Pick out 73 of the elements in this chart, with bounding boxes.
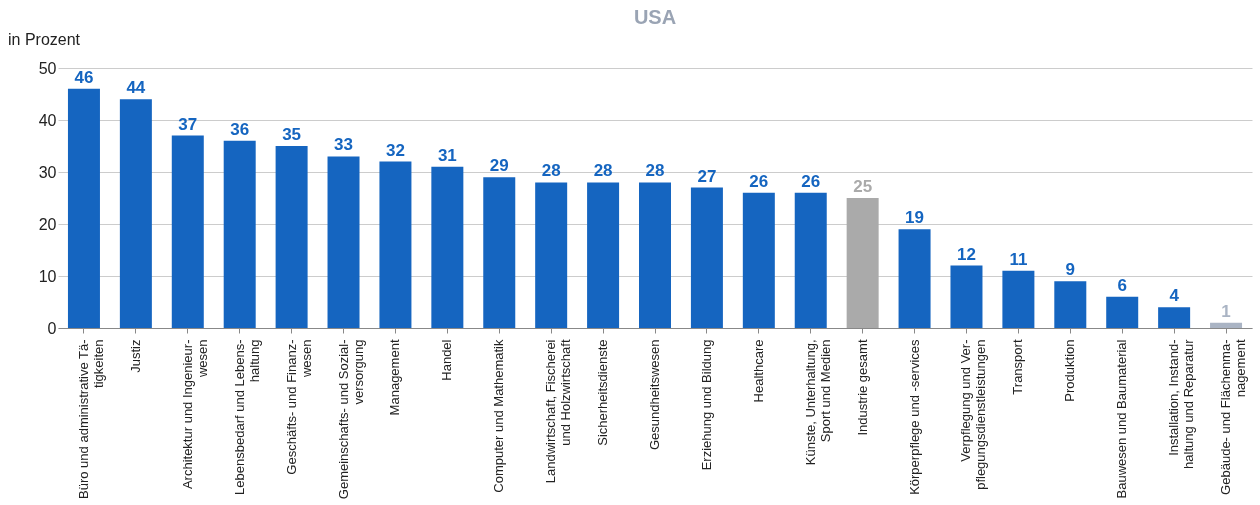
x-tick-label: Erziehung und Bildung	[698, 339, 714, 471]
x-tick-label: Healthcare	[750, 339, 766, 403]
x-tick-label: Architektur und Ingenieur- wesen	[179, 339, 210, 490]
bar	[223, 140, 256, 328]
data-label: 44	[126, 78, 146, 98]
data-label: 11	[1009, 249, 1028, 269]
x-tick-label: Management	[387, 339, 403, 416]
data-label: 1	[1221, 301, 1231, 321]
data-label: 46	[74, 67, 94, 87]
bar	[431, 166, 464, 328]
bar	[794, 192, 827, 328]
y-tick-label: 20	[38, 215, 57, 233]
x-tick-label: Sicherheitsdienste	[595, 339, 611, 446]
data-label: 28	[593, 161, 613, 181]
data-label: 29	[489, 156, 509, 176]
bar	[1158, 307, 1191, 328]
data-label: 37	[178, 114, 198, 134]
data-label: 32	[385, 140, 405, 160]
bar	[1210, 322, 1243, 328]
bar	[898, 229, 931, 328]
data-label: 19	[905, 208, 925, 228]
data-label: 26	[801, 171, 821, 191]
chart-title: USA	[633, 6, 677, 28]
y-axis-title: in Prozent	[8, 31, 81, 48]
x-tick-label: Transport	[1010, 339, 1026, 395]
bar	[327, 156, 360, 328]
data-label: 9	[1065, 260, 1076, 280]
bar	[67, 88, 100, 328]
bar	[119, 99, 152, 328]
bar	[639, 182, 671, 328]
x-tick-label: Büro und administrative Tä- tigkeiten	[75, 339, 106, 499]
bar	[950, 265, 983, 328]
x-tick-label: Bauwesen und Baumaterial	[1114, 339, 1130, 499]
data-label: 33	[334, 135, 353, 155]
bar	[379, 161, 412, 328]
data-label: 35	[282, 125, 302, 144]
data-label: 31	[437, 145, 457, 165]
data-label: 28	[541, 161, 561, 181]
bar	[483, 177, 516, 328]
bar	[742, 192, 775, 328]
bar	[275, 146, 308, 328]
data-label: 4	[1169, 286, 1180, 306]
x-tick-label: Industrie gesamt	[854, 339, 870, 436]
bar	[171, 135, 204, 328]
y-tick-label: 30	[38, 163, 57, 181]
data-label: 12	[957, 244, 976, 264]
bar	[1054, 281, 1087, 328]
x-tick-label: Körperpflege und -services	[906, 339, 922, 495]
x-tick-label: Installation, Instand- haltung und Reparatur	[1166, 338, 1197, 469]
x-tick-label: Künste, Unterhaltung, Sport und Medien	[802, 339, 833, 466]
bar	[1002, 270, 1035, 328]
y-tick-label: 0	[47, 319, 57, 337]
bar	[846, 198, 879, 328]
data-label: 28	[645, 161, 665, 181]
data-label: 36	[230, 119, 250, 139]
x-tick-label: Justiz	[127, 339, 143, 373]
y-tick-label: 40	[38, 111, 57, 129]
data-label: 25	[853, 177, 873, 196]
bar	[535, 182, 568, 328]
data-label: 27	[697, 166, 717, 186]
y-tick-label: 10	[38, 267, 57, 285]
x-tick-label: Verpflegung und Ver- pflegungsdienstleistungen	[958, 339, 989, 490]
data-label: 6	[1117, 275, 1127, 295]
bar	[1106, 296, 1139, 328]
x-tick-label: Computer und Mathematik	[491, 339, 507, 493]
x-tick-label: Gesundheitswesen	[647, 339, 662, 451]
x-tick-label: Handel	[439, 339, 455, 381]
x-tick-label: Produktion	[1062, 339, 1078, 402]
bar	[587, 182, 620, 328]
x-tick-label: Landwirtschaft, Fischerei und Holzwirtschaft	[543, 339, 574, 484]
y-tick-label: 50	[38, 59, 57, 77]
data-label: 26	[749, 171, 769, 191]
bar	[690, 187, 723, 328]
